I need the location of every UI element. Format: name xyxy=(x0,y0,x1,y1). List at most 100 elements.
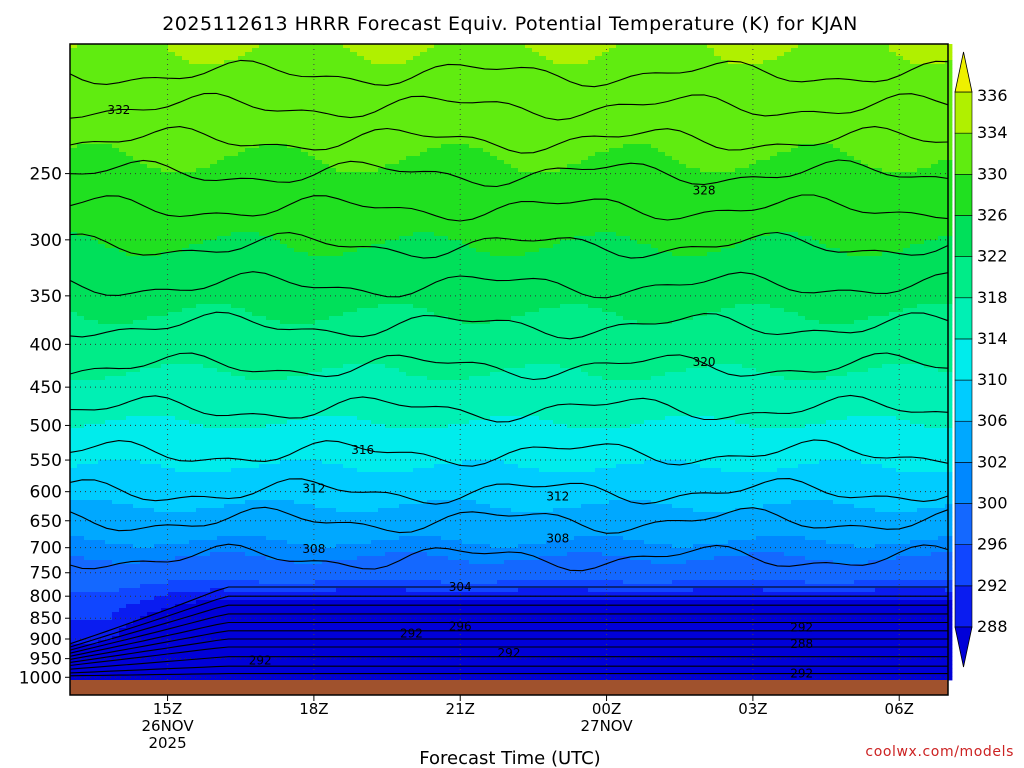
credit-text: coolwx.com/models xyxy=(865,744,1014,760)
contour-line xyxy=(69,271,949,299)
colorbar-segment xyxy=(954,585,973,628)
colorbar-tick-label: 322 xyxy=(977,247,1008,266)
colorbar: 288 292 296 300 302 306 310 314 318 322 326 330 334 3… xyxy=(954,51,1008,668)
contour-line xyxy=(69,194,949,222)
y-tick-label: 800 xyxy=(30,587,62,607)
colorbar-tick-label: 330 xyxy=(977,164,1008,183)
colorbar-segment xyxy=(954,503,973,545)
contour-lines xyxy=(69,59,949,677)
y-axis: 2503003504004505005506006507007508008509… xyxy=(19,43,949,696)
x-tick-label: 03Z xyxy=(738,700,767,718)
contour-line xyxy=(69,159,949,188)
contour-label: 328 xyxy=(693,184,716,198)
y-tick-label: 950 xyxy=(30,650,62,670)
x-tick-label: 21Z xyxy=(446,700,475,718)
y-tick-label: 400 xyxy=(30,335,62,355)
colorbar-segment xyxy=(954,420,973,463)
contour-label: 292 xyxy=(498,646,521,660)
colorbar-tick-label: 318 xyxy=(977,288,1008,307)
y-tick-label: 900 xyxy=(30,630,62,650)
colorbar-extend-bottom xyxy=(954,626,973,668)
y-tick-label: 650 xyxy=(30,512,62,532)
colorbar-tick-label: 300 xyxy=(977,494,1008,513)
contour-line xyxy=(69,394,949,423)
terrain-band xyxy=(70,680,948,695)
contour-line xyxy=(69,665,948,674)
y-tick-label: 550 xyxy=(30,451,62,471)
colorbar-segment xyxy=(954,256,973,299)
chart-title: 2025112613 HRRR Forecast Equiv. Potentia… xyxy=(162,13,858,35)
colorbar-segment xyxy=(954,174,973,216)
y-tick-label: 350 xyxy=(30,287,62,307)
contour-line xyxy=(69,92,949,121)
contour-line xyxy=(69,586,948,645)
contour-line xyxy=(69,311,949,340)
plot-area xyxy=(70,44,953,695)
contour-label: 332 xyxy=(107,103,130,117)
contour-label: 292 xyxy=(790,667,813,681)
colorbar-segment xyxy=(954,91,973,134)
x-tick-label: 15Z xyxy=(153,700,182,718)
contour-line xyxy=(69,646,948,667)
contour-label: 288 xyxy=(790,637,813,651)
colorbar-tick-label: 302 xyxy=(977,452,1008,471)
colorbar-tick-label: 336 xyxy=(977,86,1008,105)
x-axis-label: Forecast Time (UTC) xyxy=(419,748,600,768)
contour-line xyxy=(69,231,949,259)
y-tick-label: 600 xyxy=(30,483,62,503)
contour-line xyxy=(69,478,949,505)
y-tick-label: 1000 xyxy=(19,668,62,688)
contour-line xyxy=(69,613,948,654)
contour-line xyxy=(69,604,948,651)
contour-line xyxy=(69,595,948,648)
contour-line xyxy=(69,630,948,660)
y-tick-label: 700 xyxy=(30,539,62,559)
x-tick-label: 27NOV xyxy=(580,717,633,735)
contour-label: 296 xyxy=(449,620,472,634)
x-tick-label: 18Z xyxy=(299,700,328,718)
colorbar-segment xyxy=(954,132,973,175)
colorbar-segment xyxy=(954,215,973,257)
contour-labels: 332 328 320 316 312 312 308 308 304 296 292 292 292 2… xyxy=(107,103,813,680)
x-tick-label: 00Z xyxy=(592,700,621,718)
x-tick-label: 26NOV xyxy=(141,717,194,735)
contour-line xyxy=(69,656,948,670)
contour-label: 308 xyxy=(302,542,325,556)
contour-line xyxy=(69,638,948,663)
y-tick-label: 450 xyxy=(30,378,62,398)
contour-line xyxy=(69,352,949,381)
colorbar-tick-label: 306 xyxy=(977,411,1008,430)
y-tick-label: 300 xyxy=(30,231,62,251)
colorbar-tick-label: 314 xyxy=(977,329,1008,348)
contour-label: 304 xyxy=(449,580,472,594)
contour-label: 312 xyxy=(546,489,569,503)
y-tick-label: 750 xyxy=(30,564,62,584)
contour-line xyxy=(69,439,949,467)
x-tick-label: 2025 xyxy=(148,734,186,752)
contour-label: 292 xyxy=(249,654,272,668)
plot-frame xyxy=(69,43,949,696)
contour-line xyxy=(69,621,948,657)
contour-label: 320 xyxy=(693,355,716,369)
contour-line xyxy=(69,506,949,534)
contour-label: 316 xyxy=(351,443,374,457)
y-tick-label: 500 xyxy=(30,416,62,436)
colorbar-tick-label: 288 xyxy=(977,617,1008,636)
x-tick-label: 06Z xyxy=(885,700,914,718)
colorbar-tick-label: 292 xyxy=(977,576,1008,595)
contour-label: 308 xyxy=(546,532,569,546)
contour-label: 292 xyxy=(400,626,423,640)
y-tick-label: 250 xyxy=(30,165,62,185)
colorbar-tick-label: 334 xyxy=(977,123,1008,142)
contour-line xyxy=(69,59,949,88)
contour-line xyxy=(69,673,948,677)
contour-line xyxy=(69,126,949,154)
y-tick-label: 850 xyxy=(30,609,62,629)
colorbar-segment xyxy=(954,544,973,587)
colorbar-segment xyxy=(954,462,973,504)
contour-line xyxy=(69,543,949,572)
contour-label: 312 xyxy=(302,482,325,496)
colorbar-segment xyxy=(954,297,973,340)
